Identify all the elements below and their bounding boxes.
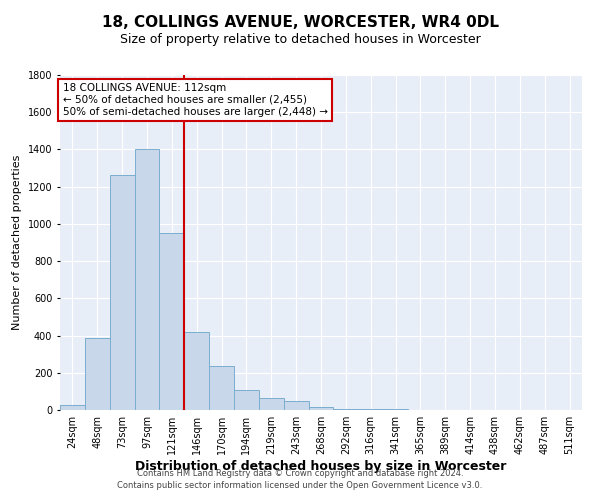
Text: Contains public sector information licensed under the Open Government Licence v3: Contains public sector information licen…	[118, 481, 482, 490]
Bar	[110, 176, 134, 410]
Y-axis label: Number of detached properties: Number of detached properties	[12, 155, 22, 330]
Text: Size of property relative to detached houses in Worcester: Size of property relative to detached ho…	[119, 32, 481, 46]
Text: Contains HM Land Registry data © Crown copyright and database right 2024.: Contains HM Land Registry data © Crown c…	[137, 468, 463, 477]
X-axis label: Distribution of detached houses by size in Worcester: Distribution of detached houses by size …	[136, 460, 506, 473]
Bar	[85, 338, 110, 410]
Bar	[134, 150, 160, 410]
Text: 18, COLLINGS AVENUE, WORCESTER, WR4 0DL: 18, COLLINGS AVENUE, WORCESTER, WR4 0DL	[101, 15, 499, 30]
Bar	[60, 406, 85, 410]
Bar	[160, 233, 184, 410]
Bar	[284, 401, 308, 410]
Bar	[308, 407, 334, 410]
Text: 18 COLLINGS AVENUE: 112sqm
← 50% of detached houses are smaller (2,455)
50% of s: 18 COLLINGS AVENUE: 112sqm ← 50% of deta…	[62, 84, 328, 116]
Bar	[334, 408, 358, 410]
Bar	[209, 366, 234, 410]
Bar	[184, 332, 209, 410]
Bar	[358, 409, 383, 410]
Bar	[259, 398, 284, 410]
Bar	[234, 390, 259, 410]
